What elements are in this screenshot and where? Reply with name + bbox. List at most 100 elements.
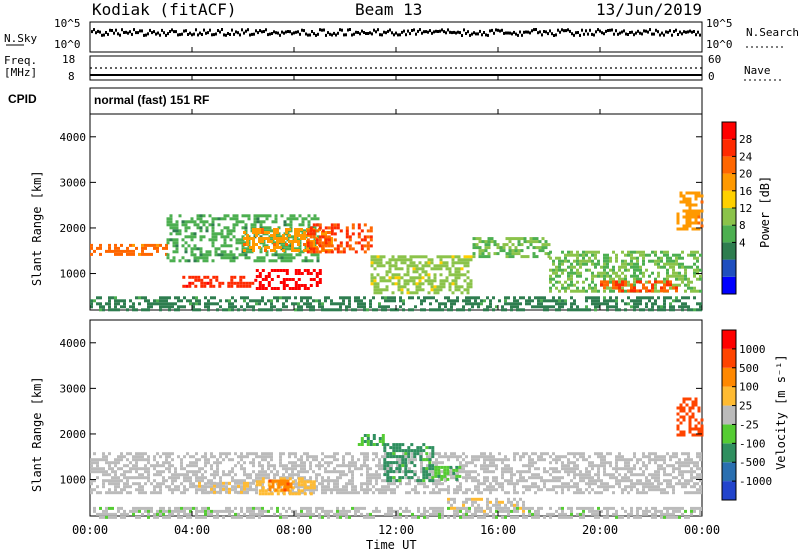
heatmap-cell (507, 470, 510, 474)
heatmap-cell (694, 191, 698, 195)
heatmap-cell (225, 481, 228, 485)
heatmap-cell (486, 470, 489, 474)
heatmap-cell (391, 258, 395, 262)
heatmap-cell (691, 209, 695, 213)
heatmap-cell (633, 268, 636, 272)
heatmap-cell (483, 488, 486, 492)
heatmap-cell (483, 479, 486, 483)
noise-point (233, 32, 235, 36)
heatmap-cell (412, 276, 416, 280)
heatmap-cell (465, 296, 468, 300)
heatmap-cell (471, 503, 474, 507)
heatmap-cell (429, 452, 432, 456)
heatmap-cell (238, 241, 242, 245)
heatmap-cell (460, 261, 464, 265)
heatmap-cell (429, 308, 432, 312)
heatmap-cell (246, 476, 249, 480)
heatmap-cell (594, 509, 597, 513)
heatmap-cell (395, 455, 399, 459)
heatmap-cell (696, 491, 699, 495)
noise-trace (91, 28, 701, 37)
heatmap-cell (582, 476, 585, 480)
heatmap-cell (422, 458, 426, 462)
heatmap-cell (318, 238, 322, 242)
heatmap-cell (408, 482, 411, 486)
heatmap-cell (468, 497, 471, 501)
heatmap-cell (618, 289, 621, 293)
heatmap-cell (393, 296, 396, 300)
heatmap-cell (462, 503, 465, 507)
heatmap-cell (675, 259, 678, 263)
heatmap-cell (111, 491, 114, 495)
heatmap-cell (273, 473, 276, 477)
heatmap-cell (681, 262, 684, 266)
heatmap-cell (654, 289, 657, 293)
heatmap-cell (669, 302, 672, 306)
heatmap-cell (246, 302, 249, 306)
heatmap-cell (192, 473, 195, 477)
heatmap-cell (510, 305, 513, 309)
heatmap-cell (391, 255, 395, 259)
heatmap-cell (555, 491, 558, 495)
heatmap-cell (252, 488, 255, 492)
heatmap-cell (525, 515, 528, 519)
heatmap-cell (666, 271, 669, 275)
heatmap-cell (285, 243, 288, 246)
heatmap-cell (372, 296, 375, 300)
heatmap-cell (213, 461, 216, 465)
heatmap-cell (271, 479, 275, 483)
heatmap-cell (561, 512, 564, 516)
heatmap-cell (573, 473, 576, 477)
noise-point (253, 32, 255, 36)
heatmap-cell (392, 461, 396, 465)
heatmap-cell (195, 461, 198, 465)
heatmap-cell (612, 491, 615, 495)
heatmap-cell (378, 476, 381, 480)
heatmap-cell (108, 305, 111, 309)
noise-point (413, 28, 415, 32)
heatmap-cell (699, 302, 702, 306)
heatmap-cell (486, 296, 489, 300)
heatmap-cell (294, 485, 297, 489)
heatmap-cell (441, 302, 444, 306)
heatmap-cell (535, 240, 539, 244)
heatmap-cell (111, 515, 114, 519)
heatmap-cell (315, 509, 318, 513)
heatmap-cell (630, 256, 633, 260)
heatmap-cell (312, 278, 316, 281)
heatmap-cell (339, 305, 342, 309)
heatmap-cell (309, 232, 313, 236)
heatmap-cell (483, 458, 486, 462)
noise-point (397, 33, 399, 37)
heatmap-cell (315, 479, 318, 483)
heatmap-cell (398, 455, 402, 459)
heatmap-cell (594, 305, 597, 309)
heatmap-cell (231, 485, 234, 489)
heatmap-cell (235, 238, 239, 242)
heatmap-cell (141, 246, 144, 250)
heatmap-cell (240, 467, 243, 471)
heatmap-cell (505, 243, 509, 247)
heatmap-cell (306, 512, 309, 516)
heatmap-cell (573, 289, 576, 293)
heatmap-cell (630, 274, 633, 278)
heatmap-cell (446, 471, 450, 475)
heatmap-cell (384, 491, 387, 495)
heatmap-cell (198, 484, 201, 488)
heatmap-cell (228, 473, 231, 477)
heatmap-cell (672, 265, 675, 269)
heatmap-cell (547, 255, 551, 259)
heatmap-cell (370, 261, 374, 265)
heatmap-cell (487, 252, 491, 256)
heatmap-cell (528, 302, 531, 306)
heatmap-cell (153, 479, 156, 483)
heatmap-cell (96, 461, 99, 465)
heatmap-cell (342, 485, 345, 489)
heatmap-cell (159, 299, 162, 303)
heatmap-cell (392, 449, 396, 453)
heatmap-cell (603, 464, 606, 468)
heatmap-cell (429, 512, 432, 516)
heatmap-cell (433, 288, 437, 292)
heatmap-cell (576, 473, 579, 477)
heatmap-cell (297, 480, 301, 484)
